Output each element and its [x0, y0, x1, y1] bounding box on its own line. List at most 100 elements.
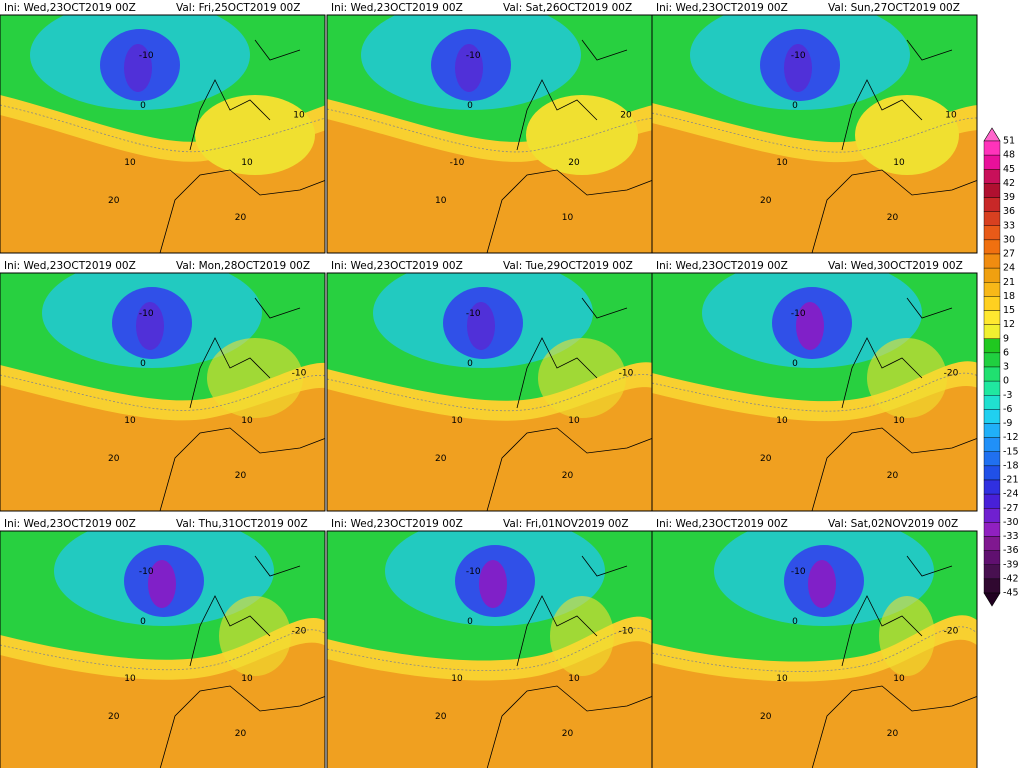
colorbar-label: -3: [1003, 390, 1012, 401]
map: [0, 531, 325, 768]
colorbar-swatch: [983, 296, 1001, 311]
contour-label: 10: [124, 674, 136, 684]
contour: [652, 626, 977, 672]
valid-time: Val: Fri,25OCT2019 00Z: [176, 2, 300, 14]
contour-label: 10: [435, 196, 447, 206]
colorbar-label: -12: [1003, 432, 1019, 443]
valid-time: Val: Sat,02NOV2019 00Z: [828, 518, 958, 530]
coastline: [486, 39, 652, 253]
panel: Ini: Wed,23OCT2019 00Z Val: Tue,29OCT2019…: [326, 260, 653, 512]
valid-time: Val: Wed,30OCT2019 00Z: [828, 260, 963, 272]
colorbar-swatch: [983, 140, 1001, 156]
init-time: Ini: Wed,23OCT2019 00Z: [656, 518, 788, 530]
colorbar-swatch: [983, 437, 1001, 452]
panel: Ini: Wed,23OCT2019 00Z Val: Sun,27OCT2019…: [651, 2, 978, 254]
panel: Ini: Wed,23OCT2019 00Z Val: Mon,28OCT2019…: [0, 260, 326, 512]
panel-border: [0, 14, 326, 254]
contour-label: -10: [791, 567, 806, 577]
contour-label: 0: [467, 359, 473, 369]
contour-label: 20: [108, 196, 120, 206]
panel: Ini: Wed,23OCT2019 00Z Val: Thu,31OCT2019…: [0, 518, 326, 768]
map: [327, 15, 652, 253]
colorbar-label: -15: [1003, 446, 1019, 457]
contour-label: -10: [139, 51, 154, 61]
colorbar-label: -30: [1003, 517, 1019, 528]
contour: [0, 374, 325, 411]
colorbar-swatch: [983, 183, 1001, 198]
contour-label: 10: [945, 110, 957, 120]
warm-region: [327, 387, 652, 511]
contour-label: -10: [139, 309, 154, 319]
colorbar-swatch: [983, 366, 1001, 382]
colorbar-label: 45: [1003, 164, 1015, 175]
colorbar-label: 39: [1003, 192, 1015, 203]
colorbar-swatch: [983, 550, 1001, 565]
cold-center: [148, 560, 176, 608]
colorbar-swatch: [983, 197, 1001, 212]
cold-center: [808, 560, 836, 608]
panel-border: [651, 530, 978, 768]
colorbar-swatch: [983, 451, 1001, 467]
contour-label: 20: [760, 712, 772, 722]
contour-label: 20: [435, 712, 447, 722]
colorbar-swatch: [983, 338, 1001, 354]
contour-label: -10: [791, 51, 806, 61]
colorbar-label: -27: [1003, 503, 1019, 514]
colorbar-label: 6: [1003, 347, 1009, 358]
coastline: [159, 297, 325, 511]
coastline: [811, 297, 977, 511]
contour-label: 10: [241, 674, 253, 684]
contour-label: 20: [887, 471, 899, 481]
cold-center: [124, 44, 152, 92]
contour-label: 20: [760, 196, 772, 206]
contour-label: 20: [760, 454, 772, 464]
contour-label: 10: [241, 416, 253, 426]
colorbar-label: 30: [1003, 234, 1015, 245]
map: [652, 531, 977, 768]
map: [0, 273, 325, 511]
colorbar-swatch: [983, 380, 1001, 396]
contour-label: -20: [292, 626, 307, 636]
contour-label: -20: [944, 626, 959, 636]
contour-label: -10: [466, 309, 481, 319]
colorbar-label: -6: [1003, 404, 1012, 415]
coastline: [486, 297, 652, 511]
europe-warm: [538, 338, 626, 418]
cold-center: [455, 44, 483, 92]
colorbar-label: 24: [1003, 263, 1015, 274]
contour-label: 20: [108, 454, 120, 464]
contour-label: 20: [235, 729, 247, 739]
contour-label: 10: [893, 416, 905, 426]
colorbar-label: -39: [1003, 559, 1019, 570]
colorbar-label: 51: [1003, 136, 1015, 147]
contour-label: 0: [792, 617, 798, 627]
colorbar-swatch: [983, 267, 1001, 283]
contour-label: -10: [619, 368, 634, 378]
contour-label: -10: [466, 567, 481, 577]
init-time: Ini: Wed,23OCT2019 00Z: [4, 518, 136, 530]
colorbar-label: -42: [1003, 573, 1019, 584]
contour: [0, 104, 325, 153]
colorbar-label: -33: [1003, 531, 1019, 542]
colorbar-top: [983, 127, 1001, 142]
colorbar-swatch: [983, 465, 1001, 481]
colorbar-label: 0: [1003, 376, 1009, 387]
contour-label: 20: [235, 471, 247, 481]
colorbar-swatch: [983, 324, 1001, 339]
colorbar-swatch: [983, 310, 1001, 325]
colorbar-label: 15: [1003, 305, 1015, 316]
init-time: Ini: Wed,23OCT2019 00Z: [4, 2, 136, 14]
valid-time: Val: Tue,29OCT2019 00Z: [503, 260, 633, 272]
valid-time: Val: Fri,01NOV2019 00Z: [503, 518, 629, 530]
coastline: [159, 39, 325, 253]
map: [652, 15, 977, 253]
panel-border: [0, 530, 326, 768]
colorbar-swatch: [983, 536, 1001, 551]
europe-warm: [867, 338, 947, 418]
contour-label: 20: [562, 471, 574, 481]
init-time: Ini: Wed,23OCT2019 00Z: [331, 260, 463, 272]
colorbar-swatch: [983, 239, 1001, 255]
contour-label: 20: [568, 158, 580, 168]
warm-region: [0, 115, 325, 253]
